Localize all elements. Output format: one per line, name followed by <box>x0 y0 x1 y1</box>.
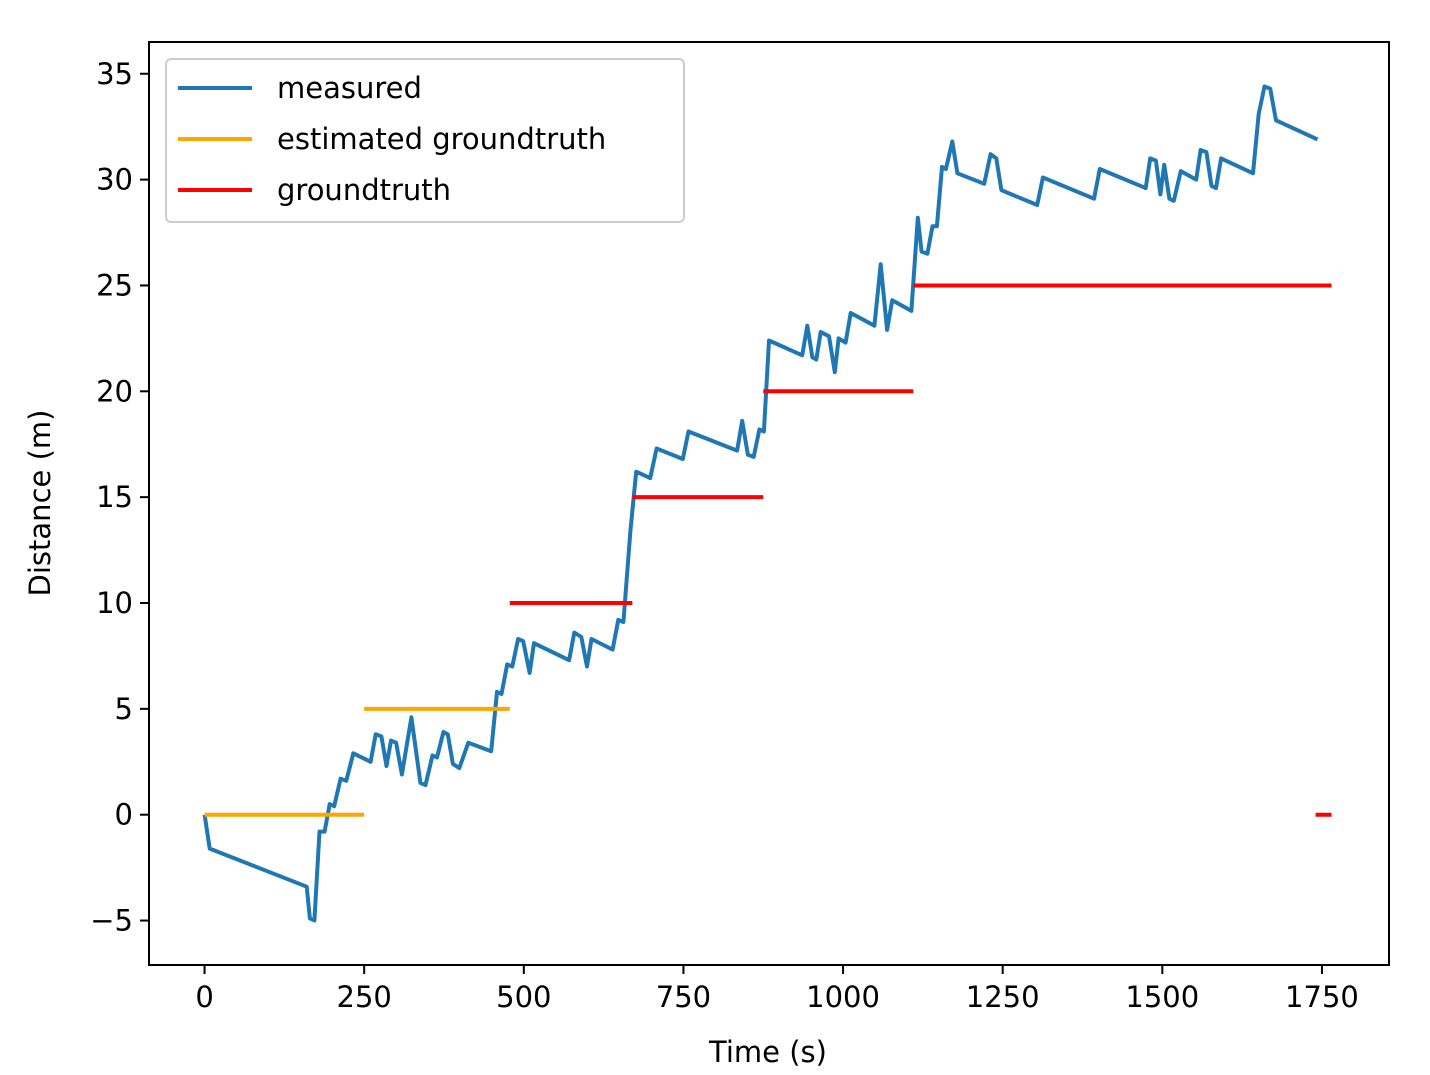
y-tick-label: 30 <box>96 163 133 197</box>
legend-box <box>165 58 685 223</box>
legend: measured estimated groundtruth groundtruth <box>165 58 685 223</box>
x-tick-label: 500 <box>496 980 551 1014</box>
plot-frame <box>148 41 1390 966</box>
y-tick-label: 25 <box>96 268 133 302</box>
x-tick-label: 0 <box>195 980 213 1014</box>
y-tick-label: 15 <box>96 480 133 514</box>
series-layer <box>202 84 1332 923</box>
legend-label: estimated groundtruth <box>277 122 606 156</box>
x-axis-ticks: 0 250 500 750 1000 1250 1500 1750 <box>195 965 1359 1014</box>
legend-label: measured <box>277 71 422 105</box>
y-tick-label: 0 <box>115 798 133 832</box>
x-tick-label: 1000 <box>806 980 880 1014</box>
y-axis-label: Distance (m) <box>23 410 57 597</box>
x-tick-label: 1750 <box>1285 980 1359 1014</box>
y-tick-label: −5 <box>90 904 133 938</box>
y-tick-label: 35 <box>96 57 133 91</box>
x-axis-label: Time (s) <box>708 1035 827 1069</box>
x-tick-label: 1250 <box>966 980 1040 1014</box>
x-tick-label: 250 <box>337 980 392 1014</box>
y-tick-label: 5 <box>115 692 133 726</box>
y-tick-label: 10 <box>96 586 133 620</box>
x-tick-label: 750 <box>656 980 711 1014</box>
legend-label: groundtruth <box>277 173 451 207</box>
y-axis-ticks: −5 0 5 10 15 20 25 30 35 <box>90 57 149 938</box>
series-line-measured <box>202 84 1319 923</box>
x-tick-label: 1500 <box>1125 980 1199 1014</box>
y-tick-label: 20 <box>96 374 133 408</box>
